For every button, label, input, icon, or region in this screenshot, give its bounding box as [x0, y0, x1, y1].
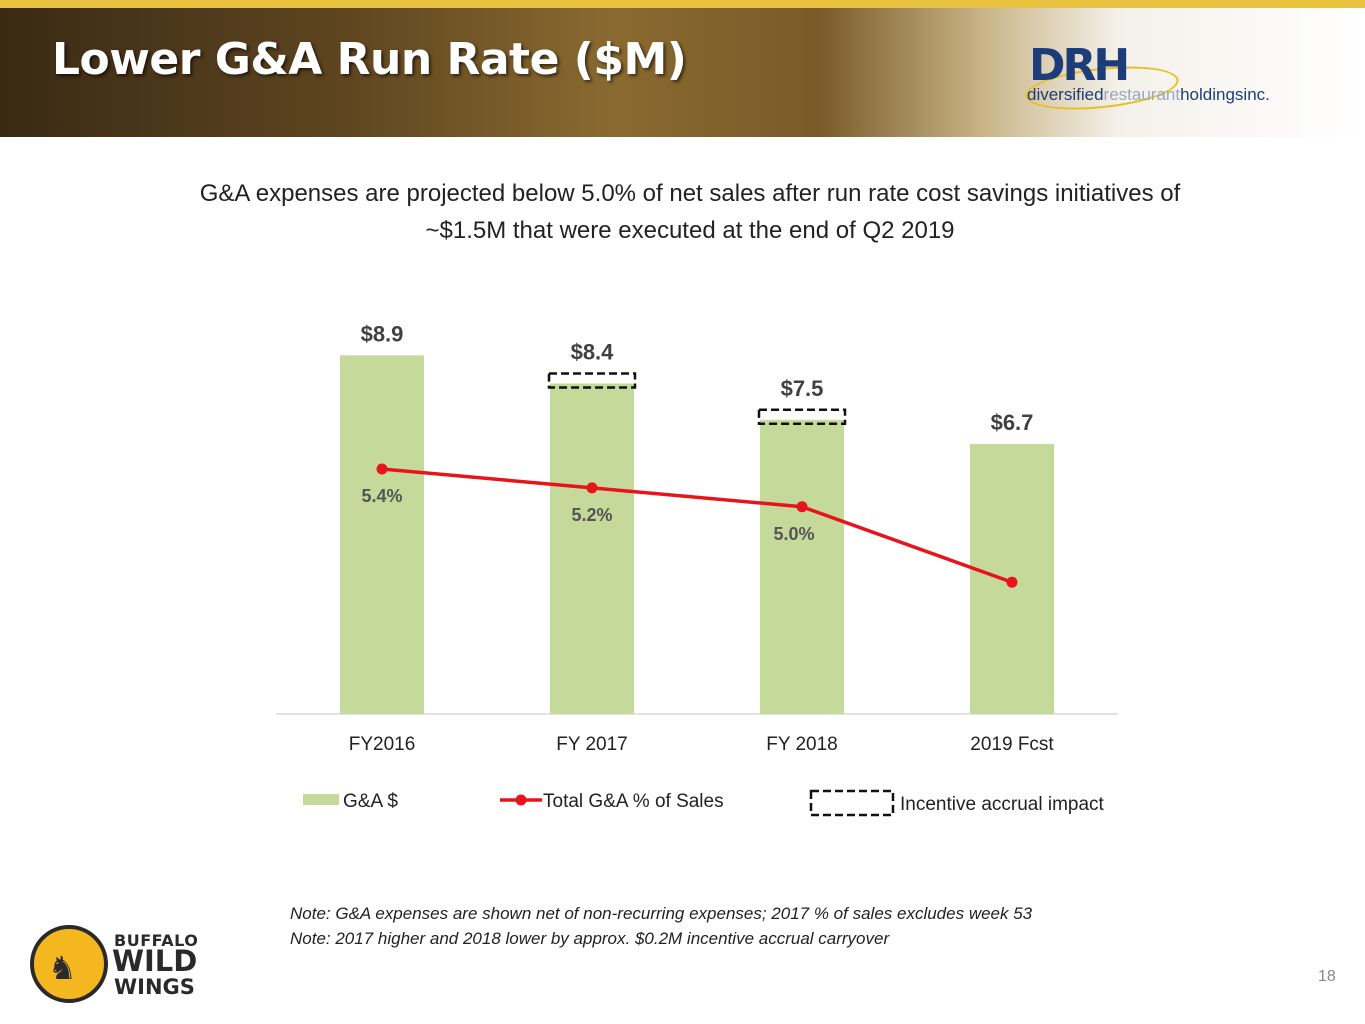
- pct-point-4: [1006, 576, 1018, 588]
- logo-word-holdings: holdingsinc.: [1180, 85, 1270, 104]
- buffalo-icon: ♞: [48, 950, 77, 986]
- bar-value-label: $7.5: [781, 376, 824, 401]
- bww-logo: ♞ BUFFALO WILD WINGS: [30, 925, 210, 1005]
- header-banner: Lower G&A Run Rate ($M) DRH diversifiedr…: [0, 0, 1365, 137]
- x-tick-label: FY 2018: [766, 734, 837, 755]
- subtitle-line-2: ~$1.5M that were executed at the end of …: [425, 217, 955, 244]
- logo-word-diversified: diversified: [1027, 85, 1104, 104]
- note-1: Note: G&A expenses are shown net of non-…: [290, 904, 1033, 923]
- accrual-box-3: [757, 408, 847, 426]
- bar-1: [340, 355, 424, 714]
- logo-word-restaurant: restaurant: [1103, 85, 1181, 104]
- accrual-box-2: [547, 372, 637, 389]
- pct-line: [381, 467, 1013, 584]
- bar-value-label: $6.7: [991, 410, 1034, 435]
- legend-bar-swatch: [303, 794, 339, 805]
- bar-value-label: $8.4: [571, 339, 615, 364]
- subtitle-line-1: G&A expenses are projected below 5.0% of…: [199, 180, 1181, 207]
- bww-text-3: WINGS: [114, 975, 195, 999]
- bww-text-2: WILD: [112, 944, 198, 978]
- legend-bar-label: G&A $: [343, 791, 398, 812]
- note-2: Note: 2017 higher and 2018 lower by appr…: [290, 929, 890, 948]
- x-tick-label: 2019 Fcst: [970, 734, 1054, 755]
- subtitle: G&A expenses are projected below 5.0% of…: [100, 175, 1280, 249]
- header-stripe: [0, 0, 1365, 8]
- pct-label: 5.4%: [361, 486, 402, 506]
- pct-label: 5.2%: [571, 505, 612, 525]
- bww-badge: ♞: [30, 925, 108, 1003]
- logo-mark: DRH: [1029, 40, 1130, 91]
- legend-line-marker: [515, 794, 527, 806]
- legend-dash-label: Incentive accrual impact: [900, 794, 1105, 815]
- logo-wordmark: diversifiedrestaurantholdingsinc.: [1027, 85, 1270, 105]
- x-tick-label: FY 2017: [556, 734, 627, 755]
- legend-line-label: Total G&A % of Sales: [543, 791, 724, 812]
- page-title: Lower G&A Run Rate ($M): [52, 34, 687, 85]
- bar-3: [760, 419, 844, 714]
- bar-value-label: $8.9: [361, 321, 404, 346]
- pct-point-2: [586, 482, 598, 494]
- page-number: 18: [1318, 968, 1336, 985]
- pct-point-3: [796, 501, 808, 513]
- bar-2: [550, 383, 634, 714]
- bww-text-1: BUFFALO: [114, 931, 199, 950]
- pct-label: 5.0%: [773, 524, 814, 544]
- drh-logo: DRH diversifiedrestaurantholdingsinc.: [1023, 40, 1345, 116]
- pct-point-1: [376, 463, 388, 475]
- x-tick-label: FY2016: [349, 734, 416, 755]
- legend-dash-swatch: [809, 789, 895, 817]
